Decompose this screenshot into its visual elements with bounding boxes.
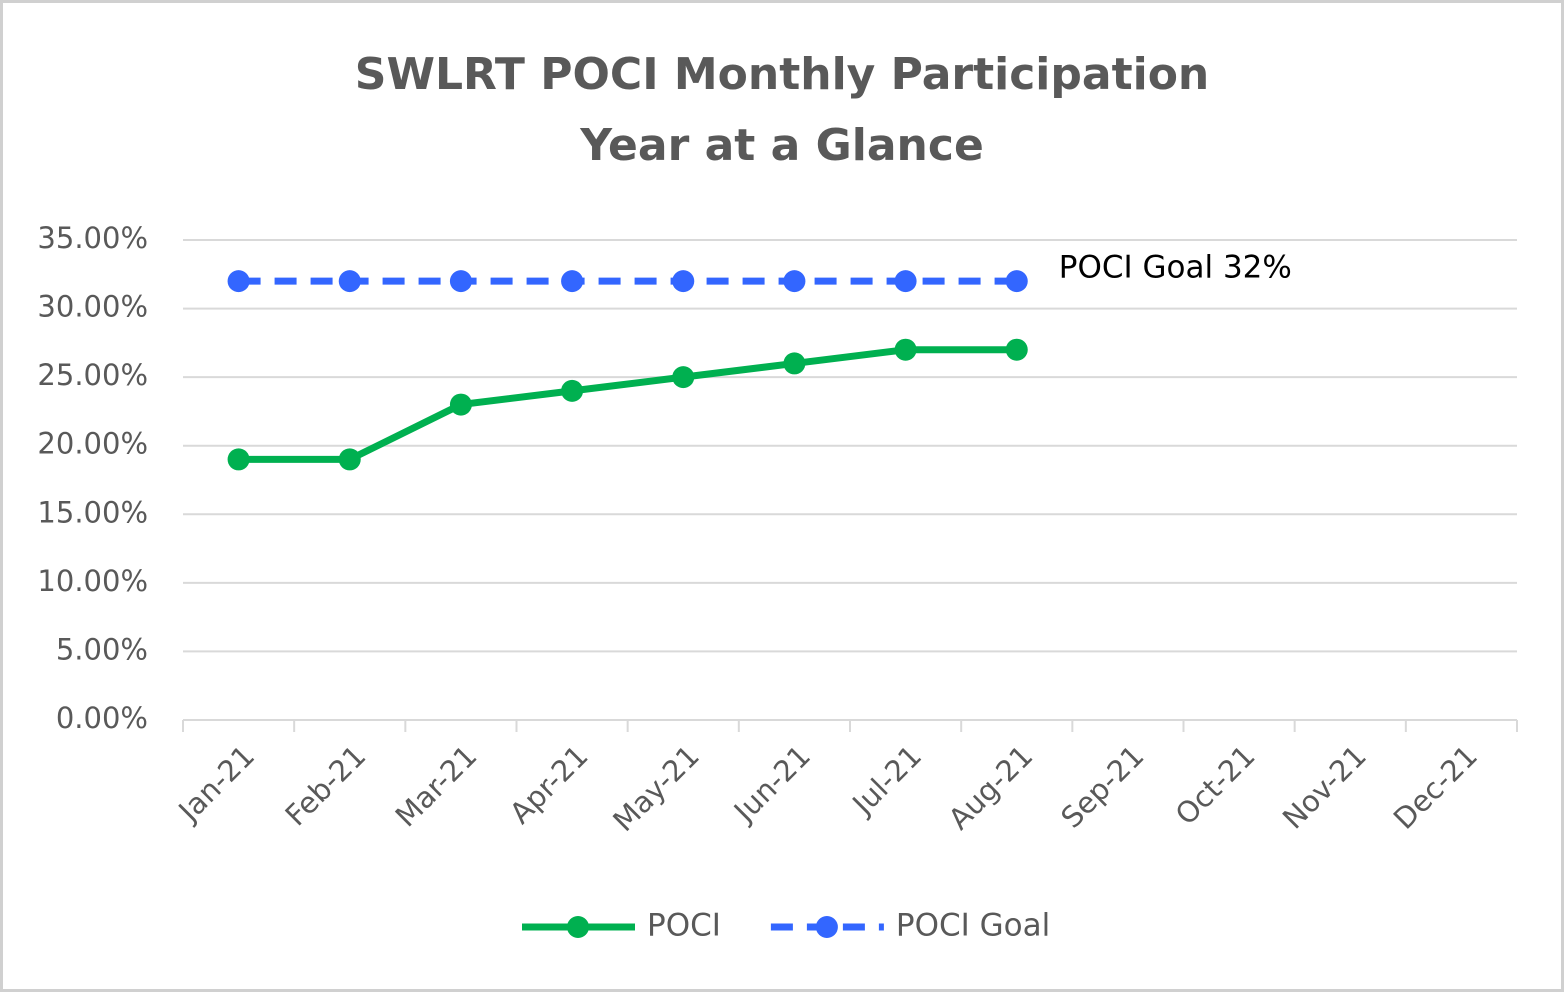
data-point xyxy=(783,352,806,375)
data-point xyxy=(449,393,472,416)
y-tick-label: 35.00% xyxy=(37,221,148,255)
data-point xyxy=(894,270,917,293)
data-point xyxy=(561,270,584,293)
y-tick-label: 15.00% xyxy=(37,495,148,529)
legend-marker xyxy=(567,916,589,938)
data-point xyxy=(672,270,695,293)
legend-label: POCI Goal xyxy=(896,908,1050,944)
data-point xyxy=(227,448,250,471)
data-point xyxy=(672,366,695,389)
data-point xyxy=(449,270,472,293)
data-point xyxy=(561,379,584,402)
chart-subtitle: Year at a Glance xyxy=(579,120,984,171)
data-point xyxy=(338,448,361,471)
legend-label: POCI xyxy=(647,908,721,944)
y-tick-label: 30.00% xyxy=(37,290,148,324)
y-tick-label: 20.00% xyxy=(37,427,148,461)
data-point xyxy=(783,270,806,293)
data-point xyxy=(894,338,917,361)
data-point xyxy=(338,270,361,293)
data-point xyxy=(1005,270,1028,293)
chart-title: SWLRT POCI Monthly Participation xyxy=(355,49,1210,100)
data-point xyxy=(1005,338,1028,361)
data-point xyxy=(227,270,250,293)
series-line xyxy=(238,346,1017,463)
annotation: POCI Goal 32% xyxy=(1059,250,1292,286)
y-tick-label: 10.00% xyxy=(37,564,148,598)
y-tick-label: 5.00% xyxy=(56,632,148,666)
y-tick-label: 25.00% xyxy=(37,358,148,392)
legend-marker xyxy=(815,916,838,938)
y-tick-label: 0.00% xyxy=(56,701,148,735)
